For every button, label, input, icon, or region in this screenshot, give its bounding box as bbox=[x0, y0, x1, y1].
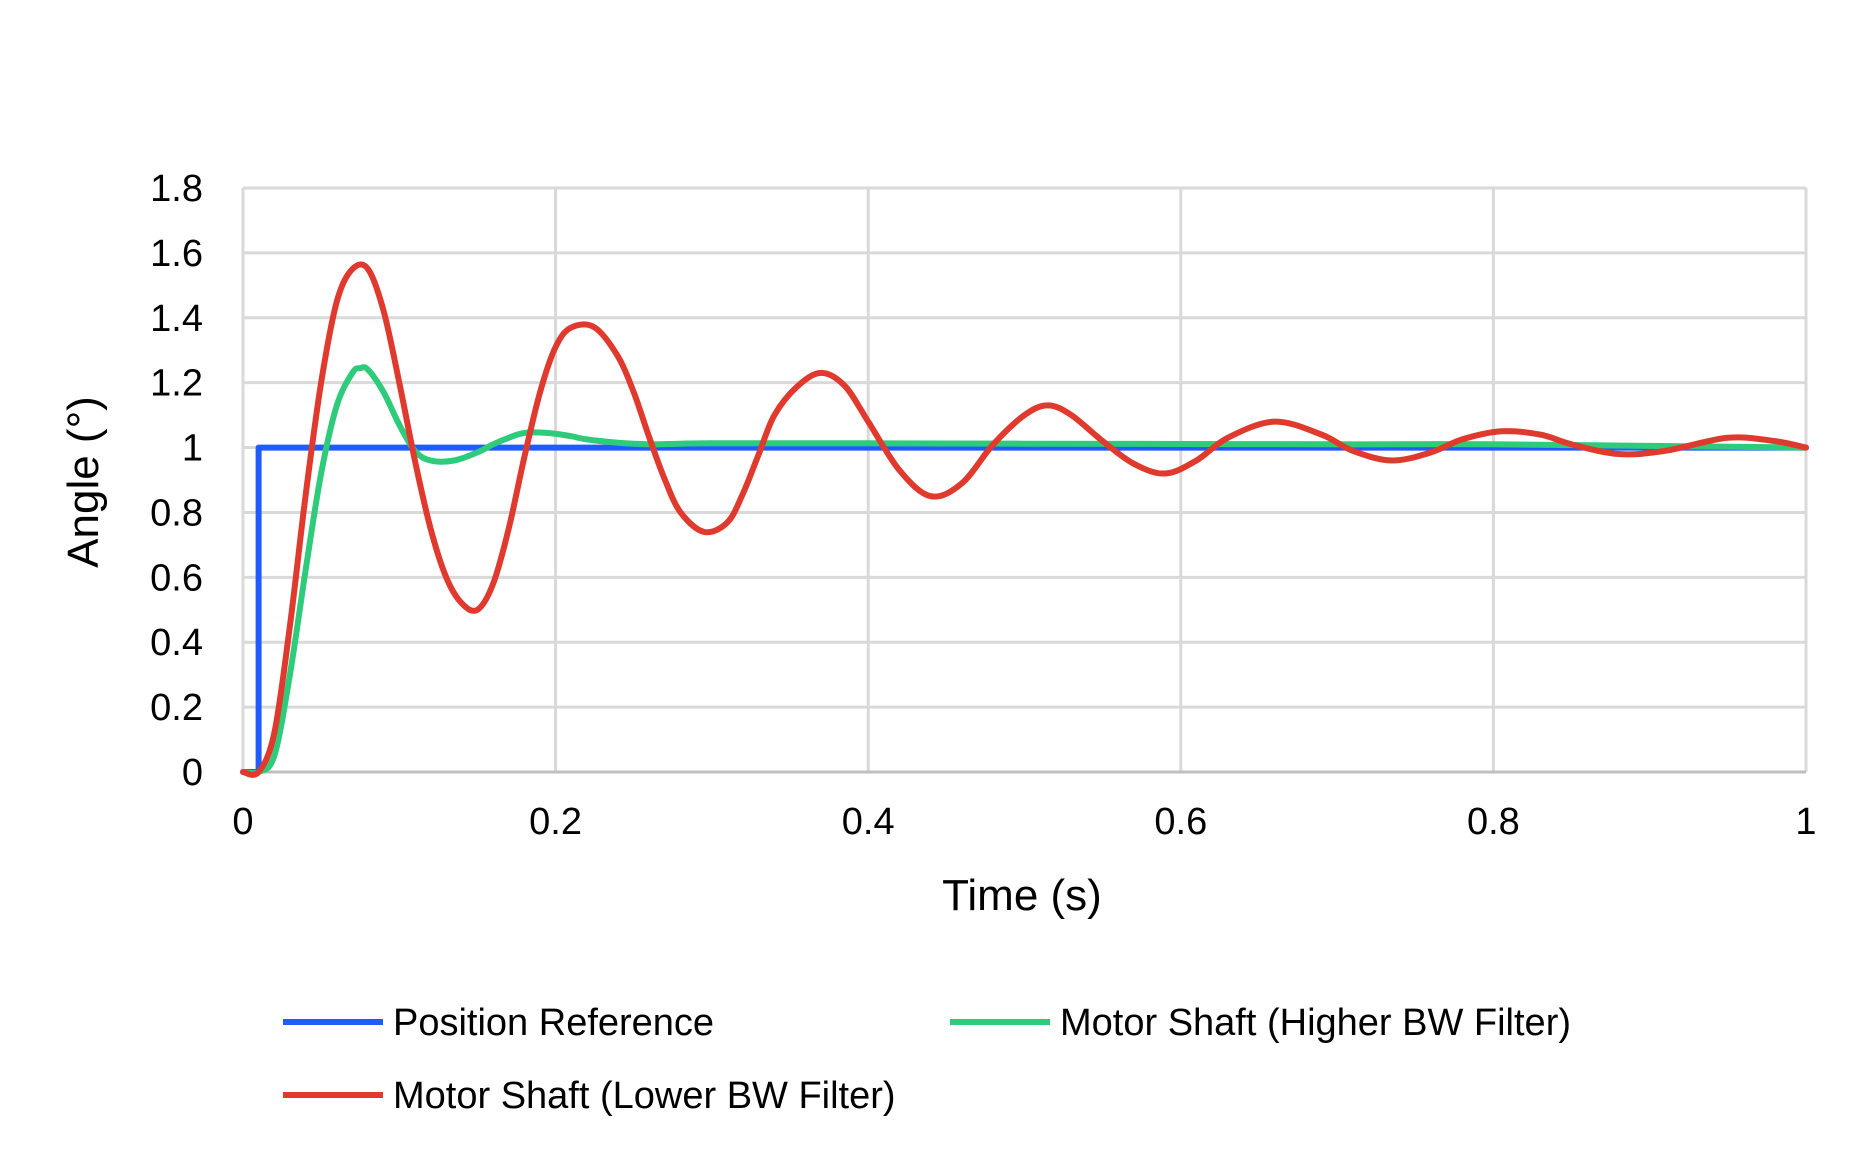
x-tick-label: 0.8 bbox=[1467, 801, 1520, 843]
y-tick-label: 0.4 bbox=[150, 622, 203, 664]
legend-label: Motor Shaft (Lower BW Filter) bbox=[393, 1075, 896, 1117]
y-tick-label: 1.4 bbox=[150, 298, 203, 340]
y-axis-title: Angle (°) bbox=[59, 396, 108, 568]
series-layer bbox=[240, 261, 1809, 778]
grid bbox=[241, 186, 1808, 774]
y-axis-ticks: 0 0.2 0.4 0.6 0.8 1 1.2 1.4 1.6 1.8 bbox=[150, 168, 203, 794]
series-motor-shaft-lower-bw bbox=[240, 261, 1809, 778]
x-tick-label: 0 bbox=[232, 801, 253, 843]
x-tick-label: 0.4 bbox=[842, 801, 895, 843]
y-tick-label: 1.8 bbox=[150, 168, 203, 210]
y-tick-label: 1 bbox=[182, 428, 203, 470]
x-tick-label: 0.2 bbox=[529, 801, 582, 843]
legend-label: Motor Shaft (Higher BW Filter) bbox=[1060, 1002, 1571, 1044]
x-axis-title: Time (s) bbox=[942, 871, 1102, 920]
legend-label: Position Reference bbox=[393, 1002, 714, 1044]
x-tick-label: 1 bbox=[1795, 801, 1816, 843]
y-tick-label: 0.6 bbox=[150, 557, 203, 599]
x-tick-label: 0.6 bbox=[1154, 801, 1207, 843]
y-tick-label: 0.8 bbox=[150, 492, 203, 534]
series-motor-shaft-higher-bw bbox=[240, 364, 1809, 777]
x-axis-ticks: 0 0.2 0.4 0.6 0.8 1 bbox=[232, 801, 1816, 843]
y-tick-label: 1.2 bbox=[150, 363, 203, 405]
y-tick-label: 0.2 bbox=[150, 687, 203, 729]
y-tick-label: 0 bbox=[182, 752, 203, 794]
legend: Position Reference Motor Shaft (Higher BW… bbox=[283, 1002, 1571, 1117]
y-tick-label: 1.6 bbox=[150, 233, 203, 275]
